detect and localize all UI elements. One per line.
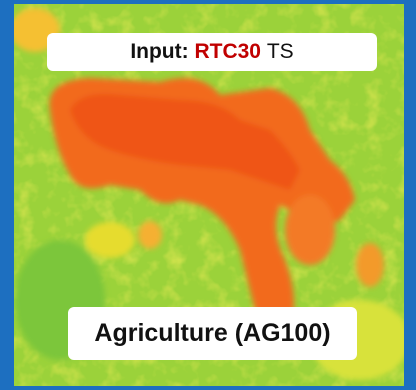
caption-text: Agriculture (AG100) — [94, 319, 330, 348]
caption: Agriculture (AG100) — [68, 307, 357, 360]
screenshot: Input: RTC30 TS Agriculture (AG100) — [0, 0, 416, 390]
input-prefix: Input: — [130, 40, 188, 64]
input-label: Input: RTC30 TS — [47, 33, 377, 71]
input-suffix: TS — [267, 40, 294, 64]
input-product: RTC30 — [194, 40, 261, 64]
